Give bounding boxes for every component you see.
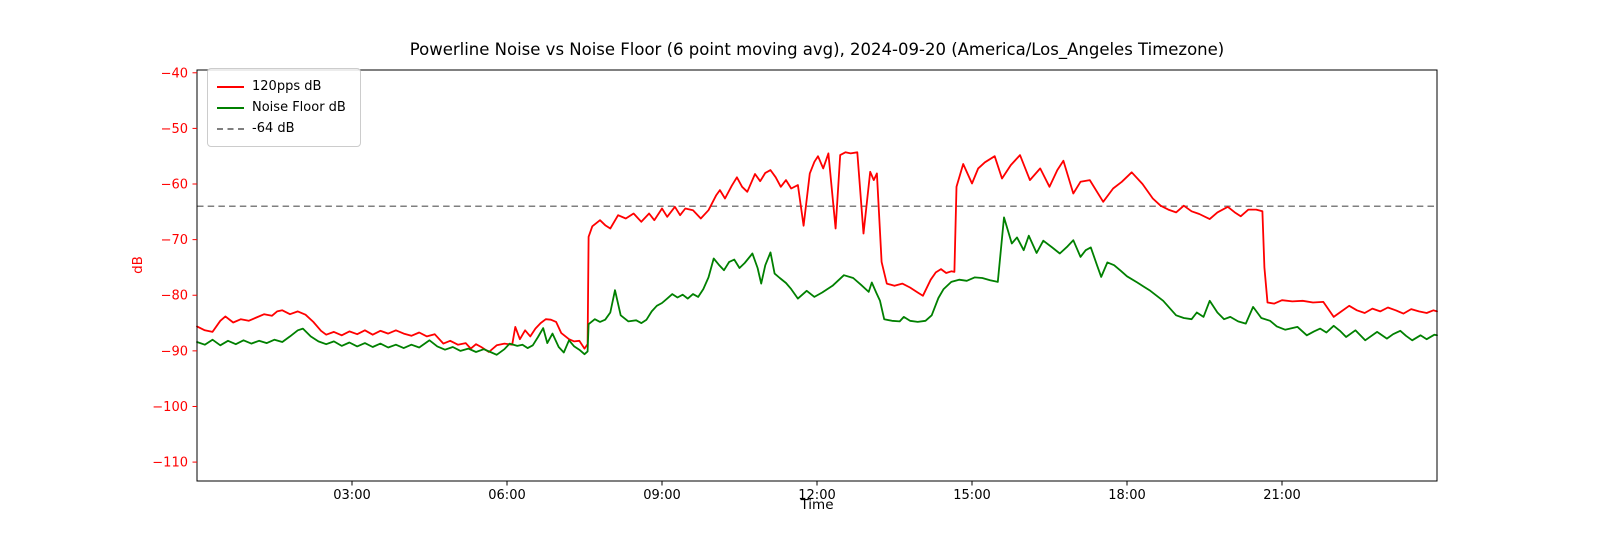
x-tick-label: 18:00 bbox=[1108, 488, 1145, 503]
y-tick-label: −110 bbox=[152, 456, 188, 471]
y-tick-label: −40 bbox=[161, 66, 188, 81]
x-axis-label: Time bbox=[800, 497, 834, 513]
legend-dashed-swatch-threshold bbox=[217, 127, 244, 130]
legend-item-120pps: 120pps dB bbox=[217, 77, 351, 96]
x-tick-label: 21:00 bbox=[1263, 488, 1300, 503]
y-tick-label: −60 bbox=[161, 178, 188, 193]
x-tick-label: 03:00 bbox=[333, 488, 370, 503]
x-tick-label: 12:00 bbox=[798, 488, 835, 503]
y-tick-label: −70 bbox=[161, 233, 188, 248]
y-tick-label: −100 bbox=[152, 400, 188, 415]
legend-item-noise-floor: Noise Floor dB bbox=[217, 98, 351, 117]
legend-item-threshold: -64 dB bbox=[217, 119, 351, 138]
series-line-1 bbox=[196, 216, 1438, 356]
y-tick-label: −50 bbox=[161, 122, 188, 137]
x-tick-label: 06:00 bbox=[488, 488, 525, 503]
axes-frame bbox=[196, 69, 1438, 482]
legend-line-swatch-noise-floor bbox=[217, 106, 244, 109]
series-line-0 bbox=[196, 151, 1438, 353]
legend-line-swatch-120pps bbox=[217, 85, 244, 88]
legend-label-threshold: -64 dB bbox=[252, 121, 295, 136]
legend: 120pps dB Noise Floor dB -64 dB bbox=[207, 68, 361, 147]
legend-label-120pps: 120pps dB bbox=[252, 79, 322, 94]
y-tick-label: −80 bbox=[161, 289, 188, 304]
legend-label-noise-floor: Noise Floor dB bbox=[252, 100, 346, 115]
y-axis-label: dB bbox=[130, 256, 146, 274]
chart-title: Powerline Noise vs Noise Floor (6 point … bbox=[409, 40, 1225, 59]
y-tick-label: −90 bbox=[161, 344, 188, 359]
x-tick-label: 09:00 bbox=[643, 488, 680, 503]
x-tick-label: 15:00 bbox=[953, 488, 990, 503]
